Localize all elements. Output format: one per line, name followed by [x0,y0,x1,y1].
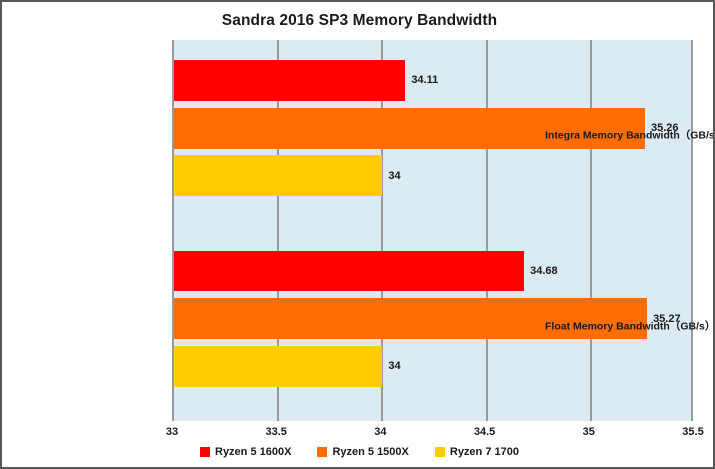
x-tick-label: 34 [374,426,387,438]
bar [174,60,406,101]
category-label: Float Memory Bandwidth（GB/s） [545,320,715,333]
category-label: Integra Memory Bandwidth（GB/s） [545,129,715,142]
plot-area: 34.11 35.26 34 34.68 35.27 34 [172,40,693,421]
gridlines [174,40,691,421]
bar [174,298,648,340]
chart-legend: Ryzen 5 1600X Ryzen 5 1500X Ryzen 7 1700 [2,446,713,458]
bar [174,155,383,197]
x-tick-label: 35 [582,426,595,438]
gridline [589,40,592,421]
legend-label: Ryzen 5 1600X [215,446,292,458]
legend-item: Ryzen 5 1500X [317,446,409,458]
legend-swatch-icon [317,447,328,457]
legend-label: Ryzen 5 1500X [332,446,409,458]
bar-value-label: 35.26 [650,122,679,135]
legend-item: Ryzen 7 1700 [434,446,519,458]
bar-value-label: 34 [388,360,401,373]
gridline [485,40,488,421]
bar [174,250,525,292]
bars-layer: 34.11 35.26 34 34.68 35.27 34 [174,40,691,421]
chart-title: Sandra 2016 SP3 Memory Bandwidth [221,12,498,29]
gridline [381,40,384,421]
legend-swatch-icon [434,447,445,457]
x-tick-label: 35.5 [682,426,704,438]
legend-item: Ryzen 5 1600X [200,446,291,458]
bar-value-label: 34.11 [411,74,439,87]
legend-label: Ryzen 7 1700 [449,446,519,458]
legend-swatch-icon [200,447,210,457]
bar [174,345,383,387]
bar [174,107,645,149]
x-tick-label: 33 [165,426,179,438]
gridline [277,40,280,421]
x-tick-label: 33.5 [265,426,287,438]
bar-value-label: 34.68 [530,264,558,277]
bar-value-label: 34 [388,169,401,182]
x-tick-label: 34.5 [473,426,496,438]
bar-value-label: 35.27 [653,312,681,325]
